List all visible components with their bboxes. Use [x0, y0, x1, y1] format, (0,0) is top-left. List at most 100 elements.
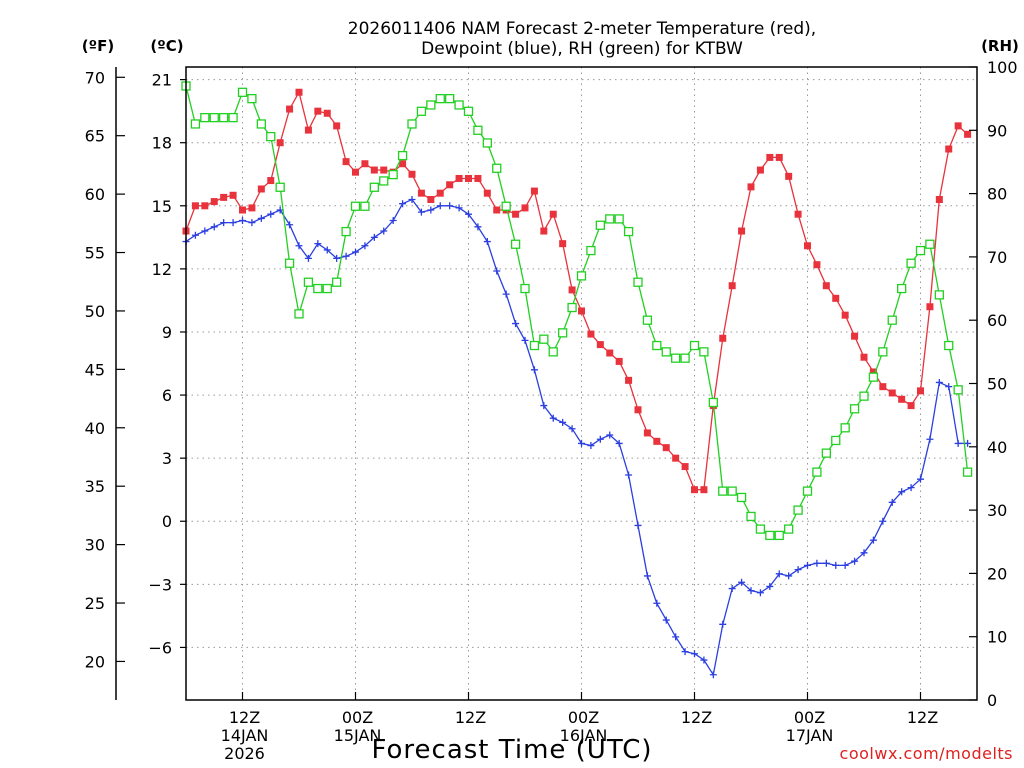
- dewpoint-point: [342, 252, 350, 260]
- dewpoint-point: [775, 570, 783, 578]
- rh-point: [595, 220, 605, 230]
- rh-point: [539, 334, 549, 344]
- dewpoint-point: [210, 223, 218, 231]
- rh-point: [586, 245, 596, 256]
- temperature-point: [267, 177, 275, 185]
- fahrenheit-tick-label: 70: [85, 68, 105, 87]
- x-tick-label: 00Z: [794, 708, 825, 727]
- temperature-point: [587, 330, 595, 338]
- temperature-point: [248, 204, 256, 212]
- temperature-point: [427, 195, 435, 203]
- dewpoint-point: [728, 585, 736, 593]
- rh-point: [228, 112, 238, 123]
- rh-tick-label: 30: [987, 501, 1007, 520]
- temperature-point: [888, 389, 896, 397]
- x-tick-label: 12Z: [681, 708, 712, 727]
- rh-point: [671, 353, 681, 363]
- temperature-point: [257, 185, 265, 193]
- dewpoint-point: [436, 202, 444, 210]
- chart-title-line-2: Dewpoint (blue), RH (green) for KTBW: [421, 39, 743, 59]
- chart-title-line-1: 2026011406 NAM Forecast 2-meter Temperat…: [348, 19, 816, 39]
- dewpoint-point: [408, 195, 416, 203]
- rh-point: [623, 226, 634, 237]
- dewpoint-point: [427, 206, 435, 214]
- dewpoint-point: [352, 248, 359, 256]
- credit-label: coolwx.com/modelts: [840, 744, 1013, 763]
- dewpoint-point: [860, 549, 868, 557]
- rh-point: [266, 131, 276, 142]
- dewpoint-point: [370, 233, 378, 241]
- temperature-point: [747, 183, 755, 191]
- temperature-point: [436, 189, 444, 197]
- dewpoint-point: [446, 202, 454, 210]
- rh-point: [454, 100, 464, 110]
- dewpoint-point: [286, 221, 294, 229]
- dewpoint-point: [935, 378, 943, 386]
- dewpoint-point: [681, 648, 689, 656]
- temperature-point: [945, 145, 953, 153]
- x-tick-label: 17JAN: [786, 726, 834, 745]
- dewpoint-point: [615, 439, 623, 447]
- temperature-point: [822, 282, 830, 290]
- dewpoint-point: [888, 498, 896, 506]
- temperature-point: [785, 172, 793, 180]
- fahrenheit-tick-label: 40: [85, 419, 105, 438]
- temperature-point: [615, 357, 623, 365]
- x-tick-label: 12Z: [907, 708, 938, 727]
- rh-point: [633, 277, 643, 287]
- temperature-point: [474, 174, 482, 182]
- dewpoint-line: [185, 198, 968, 677]
- dewpoint-point: [540, 402, 548, 410]
- dewpoint-point: [813, 559, 821, 567]
- x-tick-label: 14JAN: [221, 726, 269, 745]
- dewpoint-point: [841, 561, 849, 569]
- celsius-tick-label: 9: [162, 323, 172, 342]
- rh-point: [379, 176, 389, 186]
- temperature-point: [917, 387, 924, 395]
- rh-point: [416, 106, 427, 116]
- temperature-point: [530, 187, 538, 195]
- dewpoint-point: [220, 219, 228, 227]
- rh-point: [294, 309, 304, 319]
- dewpoint-point: [738, 578, 746, 586]
- fahrenheit-tick-label: 55: [85, 244, 105, 263]
- temperature-point: [954, 122, 962, 130]
- temperature-point: [662, 444, 670, 452]
- temperature-point: [521, 204, 529, 212]
- dewpoint-point: [606, 431, 614, 439]
- rh-tick-label: 80: [987, 185, 1007, 204]
- rh-point: [388, 169, 398, 180]
- x-tick-label: 16JAN: [560, 726, 608, 745]
- rh-point: [812, 467, 822, 477]
- rh-tick-label: 100: [987, 58, 1018, 77]
- fahrenheit-tick-label: 45: [85, 360, 105, 379]
- dewpoint-point: [314, 240, 322, 248]
- rh-point: [284, 258, 295, 268]
- rh-point: [360, 201, 370, 211]
- temperature-point: [804, 242, 811, 250]
- dewpoint-point: [417, 208, 425, 216]
- temperature-point: [596, 341, 604, 349]
- x-tick-label: 2026: [224, 744, 265, 763]
- rh-tick-label: 0: [987, 691, 997, 710]
- rh-point: [821, 448, 831, 458]
- rh-point: [463, 106, 474, 116]
- rh-tick-label: 40: [987, 438, 1007, 457]
- dewpoint-point: [643, 572, 651, 580]
- rh-point: [878, 347, 888, 357]
- rh-point: [510, 239, 521, 249]
- dewpoint-point: [323, 246, 331, 254]
- rh-point: [332, 277, 342, 287]
- rh-tick-label: 90: [987, 121, 1007, 140]
- rh-point: [501, 201, 511, 211]
- temperature-point: [578, 307, 585, 315]
- dewpoint-point: [239, 217, 246, 225]
- rh-point: [350, 201, 361, 211]
- temperature-point: [869, 368, 877, 376]
- rh-tick-label: 60: [987, 311, 1007, 330]
- fahrenheit-tick-label: 60: [85, 185, 105, 204]
- rh-tick-label: 50: [987, 375, 1007, 394]
- temperature-point: [775, 153, 783, 161]
